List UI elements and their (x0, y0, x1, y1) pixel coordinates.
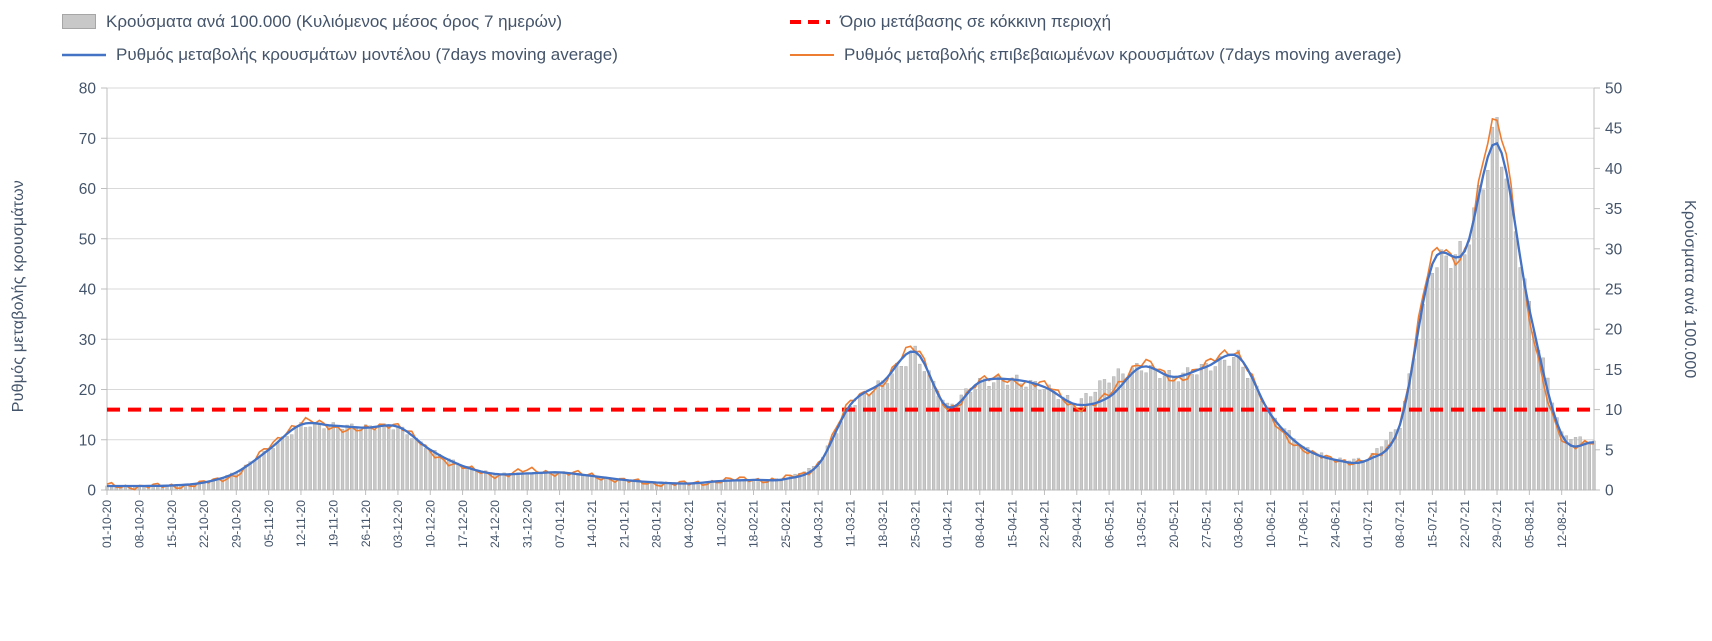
svg-text:08-07-21: 08-07-21 (1393, 500, 1407, 548)
legend-item-confirmed-rate: Ρυθμός μεταβολής επιβεβαιωμένων κρουσμάτ… (790, 39, 1402, 70)
model-line-swatch (62, 53, 106, 56)
legend-label-cases-per-100k: Κρούσματα ανά 100.000 (Κυλιόμενος μέσος … (106, 11, 563, 31)
legend-item-threshold: Όριο μετάβασης σε κόκκινη περιοχή (790, 6, 1402, 37)
svg-text:03-12-20: 03-12-20 (391, 500, 405, 548)
svg-text:08-04-21: 08-04-21 (973, 500, 987, 548)
svg-text:15: 15 (1605, 362, 1622, 379)
svg-text:26-11-20: 26-11-20 (359, 500, 373, 547)
svg-text:24-12-20: 24-12-20 (488, 500, 502, 548)
y-axis-title-right: Κρούσματα ανά 100.000 (1681, 200, 1698, 379)
svg-text:01-10-20: 01-10-20 (100, 500, 114, 548)
svg-text:40: 40 (1605, 161, 1623, 178)
svg-text:07-01-21: 07-01-21 (553, 500, 567, 548)
svg-text:40: 40 (79, 282, 97, 299)
y-axis-title-left: Ρυθμός μεταβολής κρουσμάτων (10, 180, 27, 413)
svg-text:5: 5 (1605, 442, 1614, 459)
svg-text:22-07-21: 22-07-21 (1458, 500, 1472, 548)
svg-text:01-07-21: 01-07-21 (1361, 500, 1375, 548)
svg-text:27-05-21: 27-05-21 (1199, 500, 1213, 548)
svg-text:17-06-21: 17-06-21 (1296, 500, 1310, 548)
svg-text:31-12-20: 31-12-20 (520, 500, 534, 548)
svg-text:25: 25 (1605, 282, 1622, 299)
svg-text:22-04-21: 22-04-21 (1038, 500, 1052, 548)
legend-label-threshold: Όριο μετάβασης σε κόκκινη περιοχή (840, 11, 1112, 31)
svg-text:25-03-21: 25-03-21 (908, 500, 922, 548)
svg-text:50: 50 (1605, 81, 1623, 98)
svg-text:03-06-21: 03-06-21 (1232, 500, 1246, 548)
legend-label-model-rate: Ρυθμός μεταβολής κρουσμάτων μοντέλου (7d… (116, 44, 618, 64)
svg-text:18-03-21: 18-03-21 (876, 500, 890, 548)
svg-text:70: 70 (79, 131, 97, 148)
svg-text:10: 10 (1605, 402, 1623, 419)
svg-text:05-08-21: 05-08-21 (1523, 500, 1537, 548)
legend-item-cases-per-100k: Κρούσματα ανά 100.000 (Κυλιόμενος μέσος … (62, 6, 790, 37)
svg-text:11-02-21: 11-02-21 (714, 500, 728, 547)
svg-text:21-01-21: 21-01-21 (617, 500, 631, 548)
legend-item-model-rate: Ρυθμός μεταβολής κρουσμάτων μοντέλου (7d… (62, 39, 790, 70)
svg-text:10-12-20: 10-12-20 (423, 500, 437, 548)
svg-text:29-04-21: 29-04-21 (1070, 500, 1084, 548)
legend-label-confirmed-rate: Ρυθμός μεταβολής επιβεβαιωμένων κρουσμάτ… (844, 44, 1402, 64)
svg-text:45: 45 (1605, 121, 1622, 138)
svg-text:15-04-21: 15-04-21 (1005, 500, 1019, 548)
svg-text:05-11-20: 05-11-20 (262, 500, 276, 547)
svg-text:04-03-21: 04-03-21 (811, 500, 825, 548)
svg-text:11-03-21: 11-03-21 (844, 500, 858, 547)
svg-text:06-05-21: 06-05-21 (1102, 500, 1116, 548)
confirmed-line-swatch (790, 53, 834, 56)
svg-text:14-01-21: 14-01-21 (585, 500, 599, 548)
svg-text:01-04-21: 01-04-21 (941, 500, 955, 548)
svg-text:60: 60 (79, 181, 97, 198)
svg-text:15-07-21: 15-07-21 (1426, 500, 1440, 548)
svg-text:22-10-20: 22-10-20 (197, 500, 211, 548)
svg-text:24-06-21: 24-06-21 (1329, 500, 1343, 548)
svg-text:12-11-20: 12-11-20 (294, 500, 308, 547)
svg-text:29-10-20: 29-10-20 (230, 500, 244, 548)
svg-text:15-10-20: 15-10-20 (165, 500, 179, 548)
svg-text:30: 30 (79, 332, 97, 349)
svg-text:17-12-20: 17-12-20 (456, 500, 470, 548)
svg-text:08-10-20: 08-10-20 (133, 500, 147, 548)
svg-text:19-11-20: 19-11-20 (326, 500, 340, 547)
svg-text:50: 50 (79, 231, 97, 248)
svg-text:10: 10 (79, 432, 97, 449)
svg-text:0: 0 (1605, 483, 1614, 500)
svg-text:04-02-21: 04-02-21 (682, 500, 696, 548)
svg-text:10-06-21: 10-06-21 (1264, 500, 1278, 548)
svg-text:20: 20 (79, 382, 97, 399)
svg-text:30: 30 (1605, 241, 1623, 258)
svg-text:29-07-21: 29-07-21 (1490, 500, 1504, 548)
svg-text:25-02-21: 25-02-21 (779, 500, 793, 548)
svg-text:28-01-21: 28-01-21 (650, 500, 664, 548)
svg-text:18-02-21: 18-02-21 (747, 500, 761, 548)
svg-text:0: 0 (87, 483, 96, 500)
svg-text:13-05-21: 13-05-21 (1135, 500, 1149, 548)
svg-text:35: 35 (1605, 201, 1622, 218)
legend: Κρούσματα ανά 100.000 (Κυλιόμενος μέσος … (62, 6, 1402, 70)
chart-plot-area: 0 10 20 30 40 50 60 70 80 0 5 10 15 20 25 30 35 40 45 50 01-… (79, 81, 1623, 549)
bar-series-swatch (62, 14, 96, 29)
svg-text:80: 80 (79, 81, 97, 98)
svg-text:12-08-21: 12-08-21 (1555, 500, 1569, 548)
svg-text:20: 20 (1605, 322, 1623, 339)
threshold-dash-swatch (790, 19, 830, 24)
svg-text:20-05-21: 20-05-21 (1167, 500, 1181, 548)
